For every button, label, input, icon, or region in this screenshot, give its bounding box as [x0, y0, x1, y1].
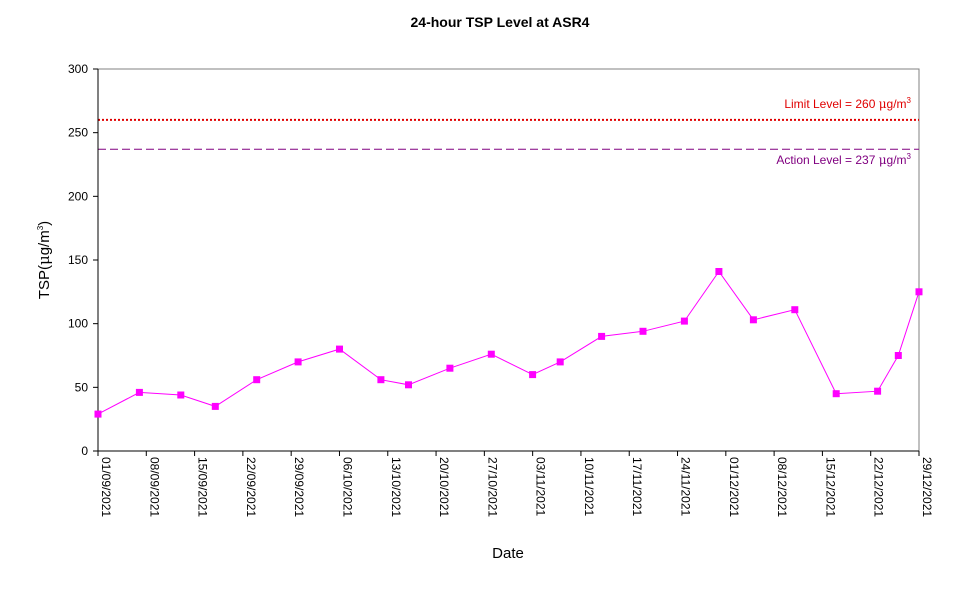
data-point-marker: [294, 358, 302, 366]
limit-level-label: Limit Level = 260 μg/m3: [784, 96, 911, 111]
action-label-main: Action Level = 237: [776, 153, 878, 167]
x-tick-label: 20/10/2021: [437, 457, 451, 517]
limit-label-mu: μ: [879, 97, 887, 111]
data-point-marker: [680, 317, 688, 325]
action-label-unit: g/m: [887, 153, 907, 167]
limit-label-sup: 3: [907, 96, 912, 105]
data-point-marker: [915, 288, 923, 296]
y-axis-title-close: ): [36, 221, 53, 226]
x-axis: 01/09/2021 08/09/2021 15/09/2021 22/09/2021…: [97, 450, 934, 517]
data-point-marker: [336, 345, 343, 353]
x-tick-label: 08/09/2021: [147, 457, 161, 517]
y-tick-label: 100: [68, 317, 88, 331]
data-point-marker: [715, 268, 723, 275]
y-tick-label: 150: [68, 253, 88, 267]
y-axis-title-sup: 3: [36, 225, 45, 230]
x-tick-label: 15/09/2021: [196, 457, 210, 517]
y-axis-title-mu: μ: [35, 255, 53, 265]
x-tick-label: 13/10/2021: [389, 457, 403, 517]
x-tick-label: 22/09/2021: [244, 457, 258, 517]
data-point-marker: [211, 402, 219, 410]
x-tick-label: 27/10/2021: [485, 457, 499, 517]
data-point-marker: [253, 376, 261, 384]
x-tick-label: 17/11/2021: [630, 457, 644, 516]
x-tick-label: 29/12/2021: [920, 457, 934, 517]
chart-title: 24-hour TSP Level at ASR4: [411, 14, 590, 30]
x-tick-label: 01/12/2021: [727, 457, 741, 517]
limit-label-main: Limit Level = 260: [784, 97, 878, 111]
x-tick-label: 08/12/2021: [775, 457, 789, 517]
x-tick-label: 03/11/2021: [534, 457, 548, 516]
data-point-marker: [487, 350, 495, 358]
data-point-marker: [94, 410, 102, 418]
y-tick-label: 300: [68, 62, 88, 76]
y-tick-label: 200: [68, 189, 88, 203]
data-point-marker: [405, 381, 412, 389]
data-point-marker: [529, 371, 537, 379]
data-point-marker: [791, 306, 799, 314]
x-tick-label: 22/12/2021: [872, 457, 886, 517]
x-tick-label: 29/09/2021: [292, 457, 306, 517]
x-tick-label: 15/12/2021: [823, 457, 837, 517]
data-point-marker: [135, 388, 143, 396]
x-axis-title: Date: [492, 545, 524, 562]
y-tick-label: 0: [81, 444, 88, 458]
x-tick-label: 24/11/2021: [679, 457, 693, 516]
series-layer: [94, 268, 923, 418]
y-axis-title-main: TSP(: [36, 265, 53, 299]
data-point-marker: [749, 316, 757, 324]
y-axis: 0 50 100 150 200 250 300: [68, 62, 99, 458]
data-point-marker: [639, 327, 647, 335]
x-tick-label: 06/10/2021: [340, 457, 354, 517]
data-point-marker: [446, 364, 454, 372]
y-axis-title: TSP(μg/m3): [35, 221, 53, 299]
data-point-marker: [177, 391, 185, 399]
action-label-mu: μ: [879, 153, 887, 167]
y-tick-label: 250: [68, 126, 88, 140]
data-point-marker: [377, 376, 385, 384]
data-point-marker: [832, 390, 840, 398]
action-label-sup: 3: [907, 152, 912, 161]
action-level-label: Action Level = 237 μg/m3: [776, 152, 911, 167]
data-point-marker: [894, 352, 902, 359]
plot-area: [97, 68, 920, 452]
plot-frame: [97, 68, 920, 452]
y-tick-label: 50: [75, 380, 89, 394]
y-axis-title-unit: g/m: [36, 230, 53, 255]
limit-label-unit: g/m: [887, 97, 907, 111]
data-point-marker: [598, 332, 606, 340]
x-tick-label: 10/11/2021: [582, 457, 596, 516]
x-tick-label: 01/09/2021: [99, 457, 113, 517]
data-point-marker: [874, 387, 882, 395]
data-point-marker: [556, 358, 564, 366]
